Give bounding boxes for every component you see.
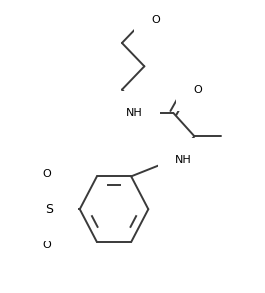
Text: O: O xyxy=(42,240,51,250)
Text: NH: NH xyxy=(126,108,143,118)
Text: O: O xyxy=(151,15,160,25)
Text: O: O xyxy=(193,85,202,95)
Text: O: O xyxy=(42,168,51,178)
Text: S: S xyxy=(46,203,54,216)
Text: NH: NH xyxy=(175,155,191,165)
